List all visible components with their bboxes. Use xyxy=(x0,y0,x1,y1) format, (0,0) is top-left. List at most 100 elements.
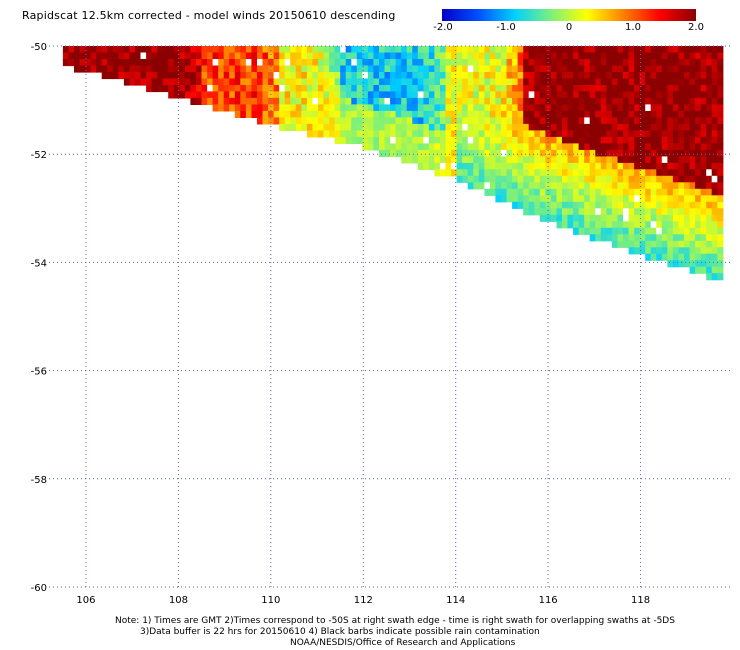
heatmap-cell xyxy=(539,156,546,164)
heatmap-cell xyxy=(312,110,319,118)
heatmap-cell xyxy=(528,136,535,144)
heatmap-cell xyxy=(667,59,674,67)
heatmap-cell xyxy=(484,175,491,183)
heatmap-cell xyxy=(623,117,630,125)
heatmap-cell xyxy=(351,52,358,60)
heatmap-cell xyxy=(595,234,602,242)
heatmap-cell xyxy=(578,162,585,170)
heatmap-cell xyxy=(190,46,197,54)
heatmap-cell xyxy=(567,188,574,196)
heatmap-cell xyxy=(495,91,502,99)
heatmap-cell xyxy=(678,59,685,67)
heatmap-cell xyxy=(600,46,607,54)
heatmap-cell xyxy=(428,85,435,93)
heatmap-cell xyxy=(578,117,585,125)
heatmap-cell xyxy=(478,169,485,177)
heatmap-cell xyxy=(706,266,713,274)
heatmap-cell xyxy=(611,85,618,93)
heatmap-cell xyxy=(534,91,541,99)
heatmap-cell xyxy=(179,78,186,86)
heatmap-cell xyxy=(539,97,546,105)
heatmap-cell xyxy=(661,91,668,99)
heatmap-cell xyxy=(700,201,707,209)
heatmap-cell xyxy=(584,78,591,86)
heatmap-cell xyxy=(672,201,679,209)
heatmap-cell xyxy=(423,149,430,157)
heatmap-cell xyxy=(528,156,535,164)
heatmap-cell xyxy=(240,104,247,112)
heatmap-cell xyxy=(689,78,696,86)
heatmap-cell xyxy=(539,169,546,177)
heatmap-cell xyxy=(539,214,546,222)
heatmap-cell xyxy=(672,85,679,93)
heatmap-cell xyxy=(367,46,374,54)
heatmap-cell xyxy=(661,201,668,209)
heatmap-cell xyxy=(423,136,430,144)
heatmap-cell xyxy=(96,52,103,60)
heatmap-cell xyxy=(689,156,696,164)
heatmap-cell xyxy=(600,117,607,125)
heatmap-cell xyxy=(639,91,646,99)
heatmap-cell xyxy=(689,130,696,138)
heatmap-cell xyxy=(384,78,391,86)
heatmap-cell xyxy=(506,182,513,190)
heatmap-cell xyxy=(406,59,413,67)
heatmap-cell xyxy=(634,123,641,131)
heatmap-cell xyxy=(306,130,313,138)
heatmap-cell xyxy=(373,130,380,138)
heatmap-cell xyxy=(700,208,707,216)
heatmap-cell xyxy=(440,156,447,164)
heatmap-cell xyxy=(251,46,258,54)
heatmap-cell xyxy=(451,97,458,105)
heatmap-cell xyxy=(700,214,707,222)
heatmap-cell xyxy=(151,52,158,60)
heatmap-cell xyxy=(456,52,463,60)
heatmap-cell xyxy=(611,104,618,112)
heatmap-cell xyxy=(129,59,136,67)
heatmap-cell xyxy=(423,123,430,131)
heatmap-cell xyxy=(667,260,674,268)
heatmap-cell xyxy=(623,169,630,177)
heatmap-cell xyxy=(345,123,352,131)
heatmap-cell xyxy=(440,65,447,73)
heatmap-cell xyxy=(367,104,374,112)
heatmap-cell xyxy=(650,85,657,93)
heatmap-cell xyxy=(168,65,175,73)
heatmap-cell xyxy=(645,253,652,261)
heatmap-cell xyxy=(706,221,713,229)
heatmap-cell xyxy=(678,214,685,222)
heatmap-cell xyxy=(684,72,691,80)
heatmap-cell xyxy=(495,52,502,60)
heatmap-cell xyxy=(140,72,147,80)
heatmap-cell xyxy=(684,78,691,86)
heatmap-cell xyxy=(661,97,668,105)
heatmap-cell xyxy=(672,117,679,125)
heatmap-cell xyxy=(550,175,557,183)
heatmap-cell xyxy=(711,162,718,170)
heatmap-cell xyxy=(467,123,474,131)
heatmap-cell xyxy=(467,117,474,125)
heatmap-cell xyxy=(556,91,563,99)
heatmap-cell xyxy=(684,182,691,190)
heatmap-cell xyxy=(606,201,613,209)
heatmap-cell xyxy=(645,247,652,255)
heatmap-cell xyxy=(301,117,308,125)
heatmap-cell xyxy=(534,78,541,86)
heatmap-cell xyxy=(301,72,308,80)
heatmap-cell xyxy=(456,149,463,157)
heatmap-cell xyxy=(550,201,557,209)
heatmap-cell xyxy=(279,91,286,99)
heatmap-cell xyxy=(684,123,691,131)
heatmap-cell xyxy=(550,136,557,144)
heatmap-cell xyxy=(578,52,585,60)
heatmap-cell xyxy=(645,110,652,118)
heatmap-cell xyxy=(251,72,258,80)
heatmap-cell xyxy=(85,46,92,54)
heatmap-cell xyxy=(689,59,696,67)
heatmap-cell xyxy=(390,46,397,54)
heatmap-cell xyxy=(711,201,718,209)
heatmap-cell xyxy=(318,104,325,112)
heatmap-cell xyxy=(573,149,580,157)
heatmap-cell xyxy=(706,149,713,157)
heatmap-cell xyxy=(306,117,313,125)
